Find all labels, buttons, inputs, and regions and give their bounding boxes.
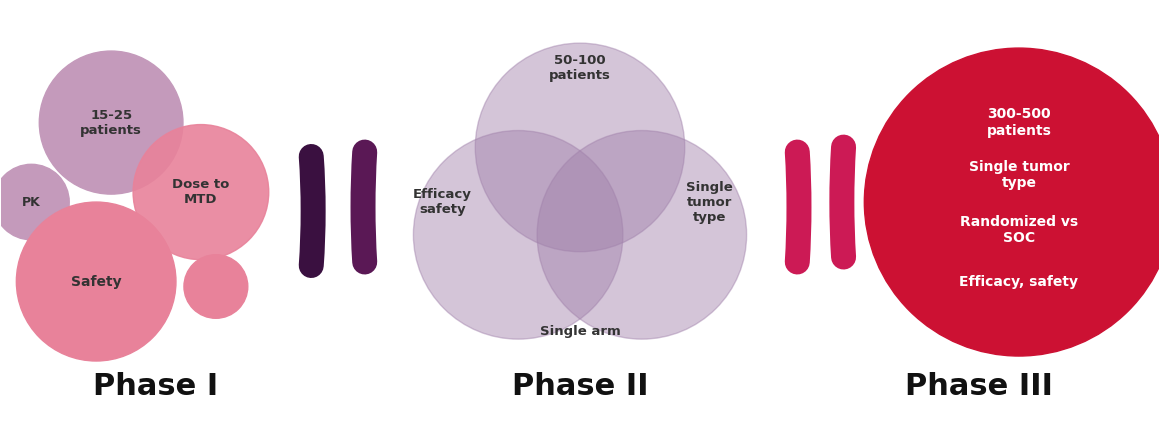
Circle shape [864,48,1160,356]
Text: Phase I: Phase I [94,372,218,401]
Text: 300-500
patients: 300-500 patients [986,108,1051,138]
Text: Phase II: Phase II [512,372,648,401]
Circle shape [133,124,269,260]
Text: Efficacy, safety: Efficacy, safety [959,275,1079,289]
Text: Single arm: Single arm [539,325,621,338]
Circle shape [476,43,684,252]
Text: 50-100
patients: 50-100 patients [549,54,611,82]
Circle shape [39,51,183,194]
Text: Efficacy
safety: Efficacy safety [413,188,472,216]
Text: Dose to
MTD: Dose to MTD [172,178,230,206]
Circle shape [0,164,70,240]
Text: Randomized vs
SOC: Randomized vs SOC [959,215,1078,245]
Text: Single
tumor
type: Single tumor type [687,181,733,224]
Circle shape [16,202,176,361]
Circle shape [184,255,248,318]
Text: Single tumor
type: Single tumor type [969,160,1070,190]
Text: PK: PK [22,195,41,208]
Text: Phase III: Phase III [905,372,1053,401]
Text: Safety: Safety [71,275,122,289]
Circle shape [413,130,623,339]
Text: 15-25
patients: 15-25 patients [80,108,142,137]
Circle shape [537,130,747,339]
